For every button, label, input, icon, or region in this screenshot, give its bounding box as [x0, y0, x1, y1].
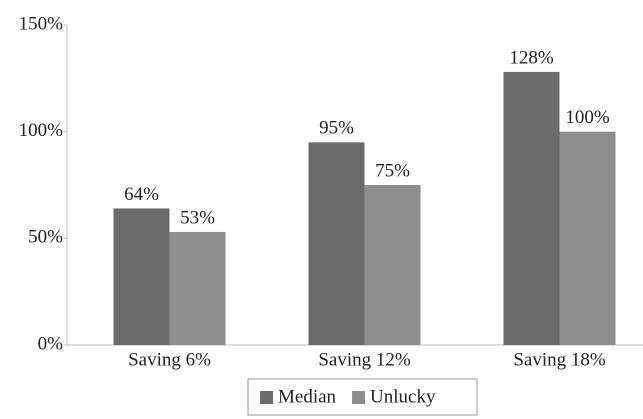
legend-label: Unlucky	[370, 386, 436, 407]
legend-swatch	[352, 391, 366, 404]
bar	[364, 185, 421, 345]
data-label: 75%	[375, 160, 410, 181]
y-tick-label: 0%	[38, 333, 64, 354]
x-tick-label: Saving 12%	[318, 349, 411, 370]
legend-swatch	[260, 391, 273, 404]
y-tick-label: 50%	[28, 227, 63, 248]
y-tick-label: 150%	[19, 13, 64, 34]
bar	[503, 71, 560, 345]
data-label: 128%	[509, 47, 554, 68]
bar	[169, 231, 226, 345]
data-label: 100%	[565, 107, 610, 128]
bar	[308, 142, 365, 345]
data-label: 95%	[319, 118, 354, 139]
y-tick-label: 100%	[19, 120, 64, 141]
data-label: 64%	[124, 184, 159, 205]
x-tick-label: Saving 18%	[513, 349, 606, 370]
legend-box	[247, 378, 478, 416]
data-label: 53%	[180, 207, 215, 228]
bar	[113, 208, 170, 345]
bar	[559, 131, 616, 345]
x-tick-label: Saving 6%	[128, 349, 211, 370]
legend-label: Median	[278, 386, 337, 407]
